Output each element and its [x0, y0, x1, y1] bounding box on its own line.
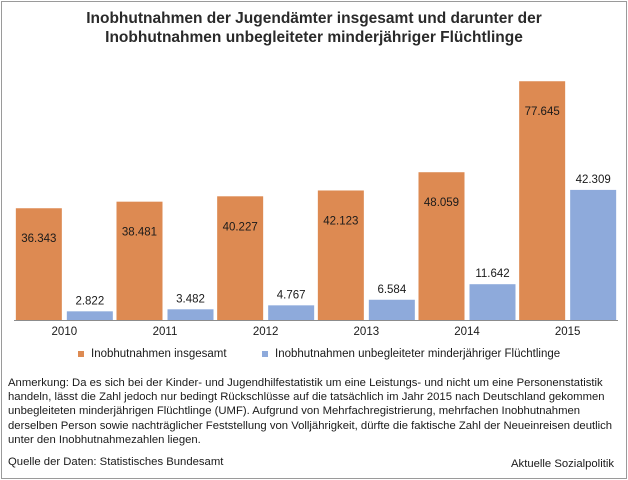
bar-umf-2015 — [570, 189, 617, 320]
bar-insgesamt-2014 — [418, 172, 465, 320]
x-tick-label-2015: 2015 — [555, 326, 581, 338]
brand-label: Aktuelle Sozialpolitik — [511, 458, 614, 470]
data-label-insgesamt-2015: 77.645 — [525, 106, 560, 118]
legend-swatch-umf — [262, 351, 268, 357]
chart-title: Inobhutnahmen der Jugendämter insgesamt … — [0, 9, 628, 47]
annotation-note: Anmerkung: Da es sich bei der Kinder- un… — [8, 377, 613, 446]
legend-item-umf: Inobhutnahmen unbegleiteter minderjährig… — [262, 348, 560, 360]
data-label-insgesamt-2014: 48.059 — [424, 197, 459, 209]
bar-umf-2013 — [368, 299, 415, 320]
bar-umf-2014 — [469, 284, 516, 320]
bar-umf-2010 — [66, 311, 113, 320]
chart-title-line-1: Inobhutnahmen der Jugendämter insgesamt … — [86, 10, 542, 27]
data-source: Quelle der Daten: Statistisches Bundesam… — [8, 456, 224, 468]
x-tick-label-2012: 2012 — [253, 326, 279, 338]
x-tick-label-2013: 2013 — [354, 326, 380, 338]
bar-chart: 36.343 2.822 2010 38.481 3.482 2011 40.227 4.76… — [14, 81, 618, 338]
legend-label-umf: Inobhutnahmen unbegleiteter minderjährig… — [275, 348, 561, 360]
bar-umf-2012 — [268, 305, 315, 320]
bar-insgesamt-2012 — [217, 196, 264, 320]
bar-insgesamt-2011 — [116, 201, 163, 320]
data-label-insgesamt-2012: 40.227 — [223, 221, 258, 233]
x-tick-label-2010: 2010 — [52, 326, 78, 338]
chart-title-line-2: Inobhutnahmen unbegleiteter minderjährig… — [105, 29, 523, 46]
bar-umf-2011 — [167, 309, 214, 320]
data-label-umf-2011: 3.482 — [176, 293, 205, 305]
data-label-umf-2014: 11.642 — [475, 268, 509, 280]
data-label-umf-2012: 4.767 — [277, 289, 306, 301]
data-label-insgesamt-2010: 36.343 — [21, 233, 56, 245]
legend-swatch-insgesamt — [78, 351, 84, 357]
data-label-umf-2013: 6.584 — [377, 284, 406, 296]
bar-insgesamt-2015 — [519, 81, 566, 320]
legend-label-insgesamt: Inobhutnahmen insgesamt — [91, 348, 227, 360]
legend-item-insgesamt: Inobhutnahmen insgesamt — [78, 348, 227, 360]
data-label-umf-2010: 2.822 — [75, 295, 104, 307]
x-tick-label-2014: 2014 — [454, 326, 480, 338]
data-label-umf-2015: 42.309 — [576, 174, 611, 186]
bar-insgesamt-2010 — [15, 208, 62, 320]
x-tick-label-2011: 2011 — [153, 326, 178, 338]
bar-insgesamt-2013 — [317, 190, 364, 320]
data-label-insgesamt-2011: 38.481 — [122, 227, 157, 239]
data-label-insgesamt-2013: 42.123 — [323, 215, 358, 227]
